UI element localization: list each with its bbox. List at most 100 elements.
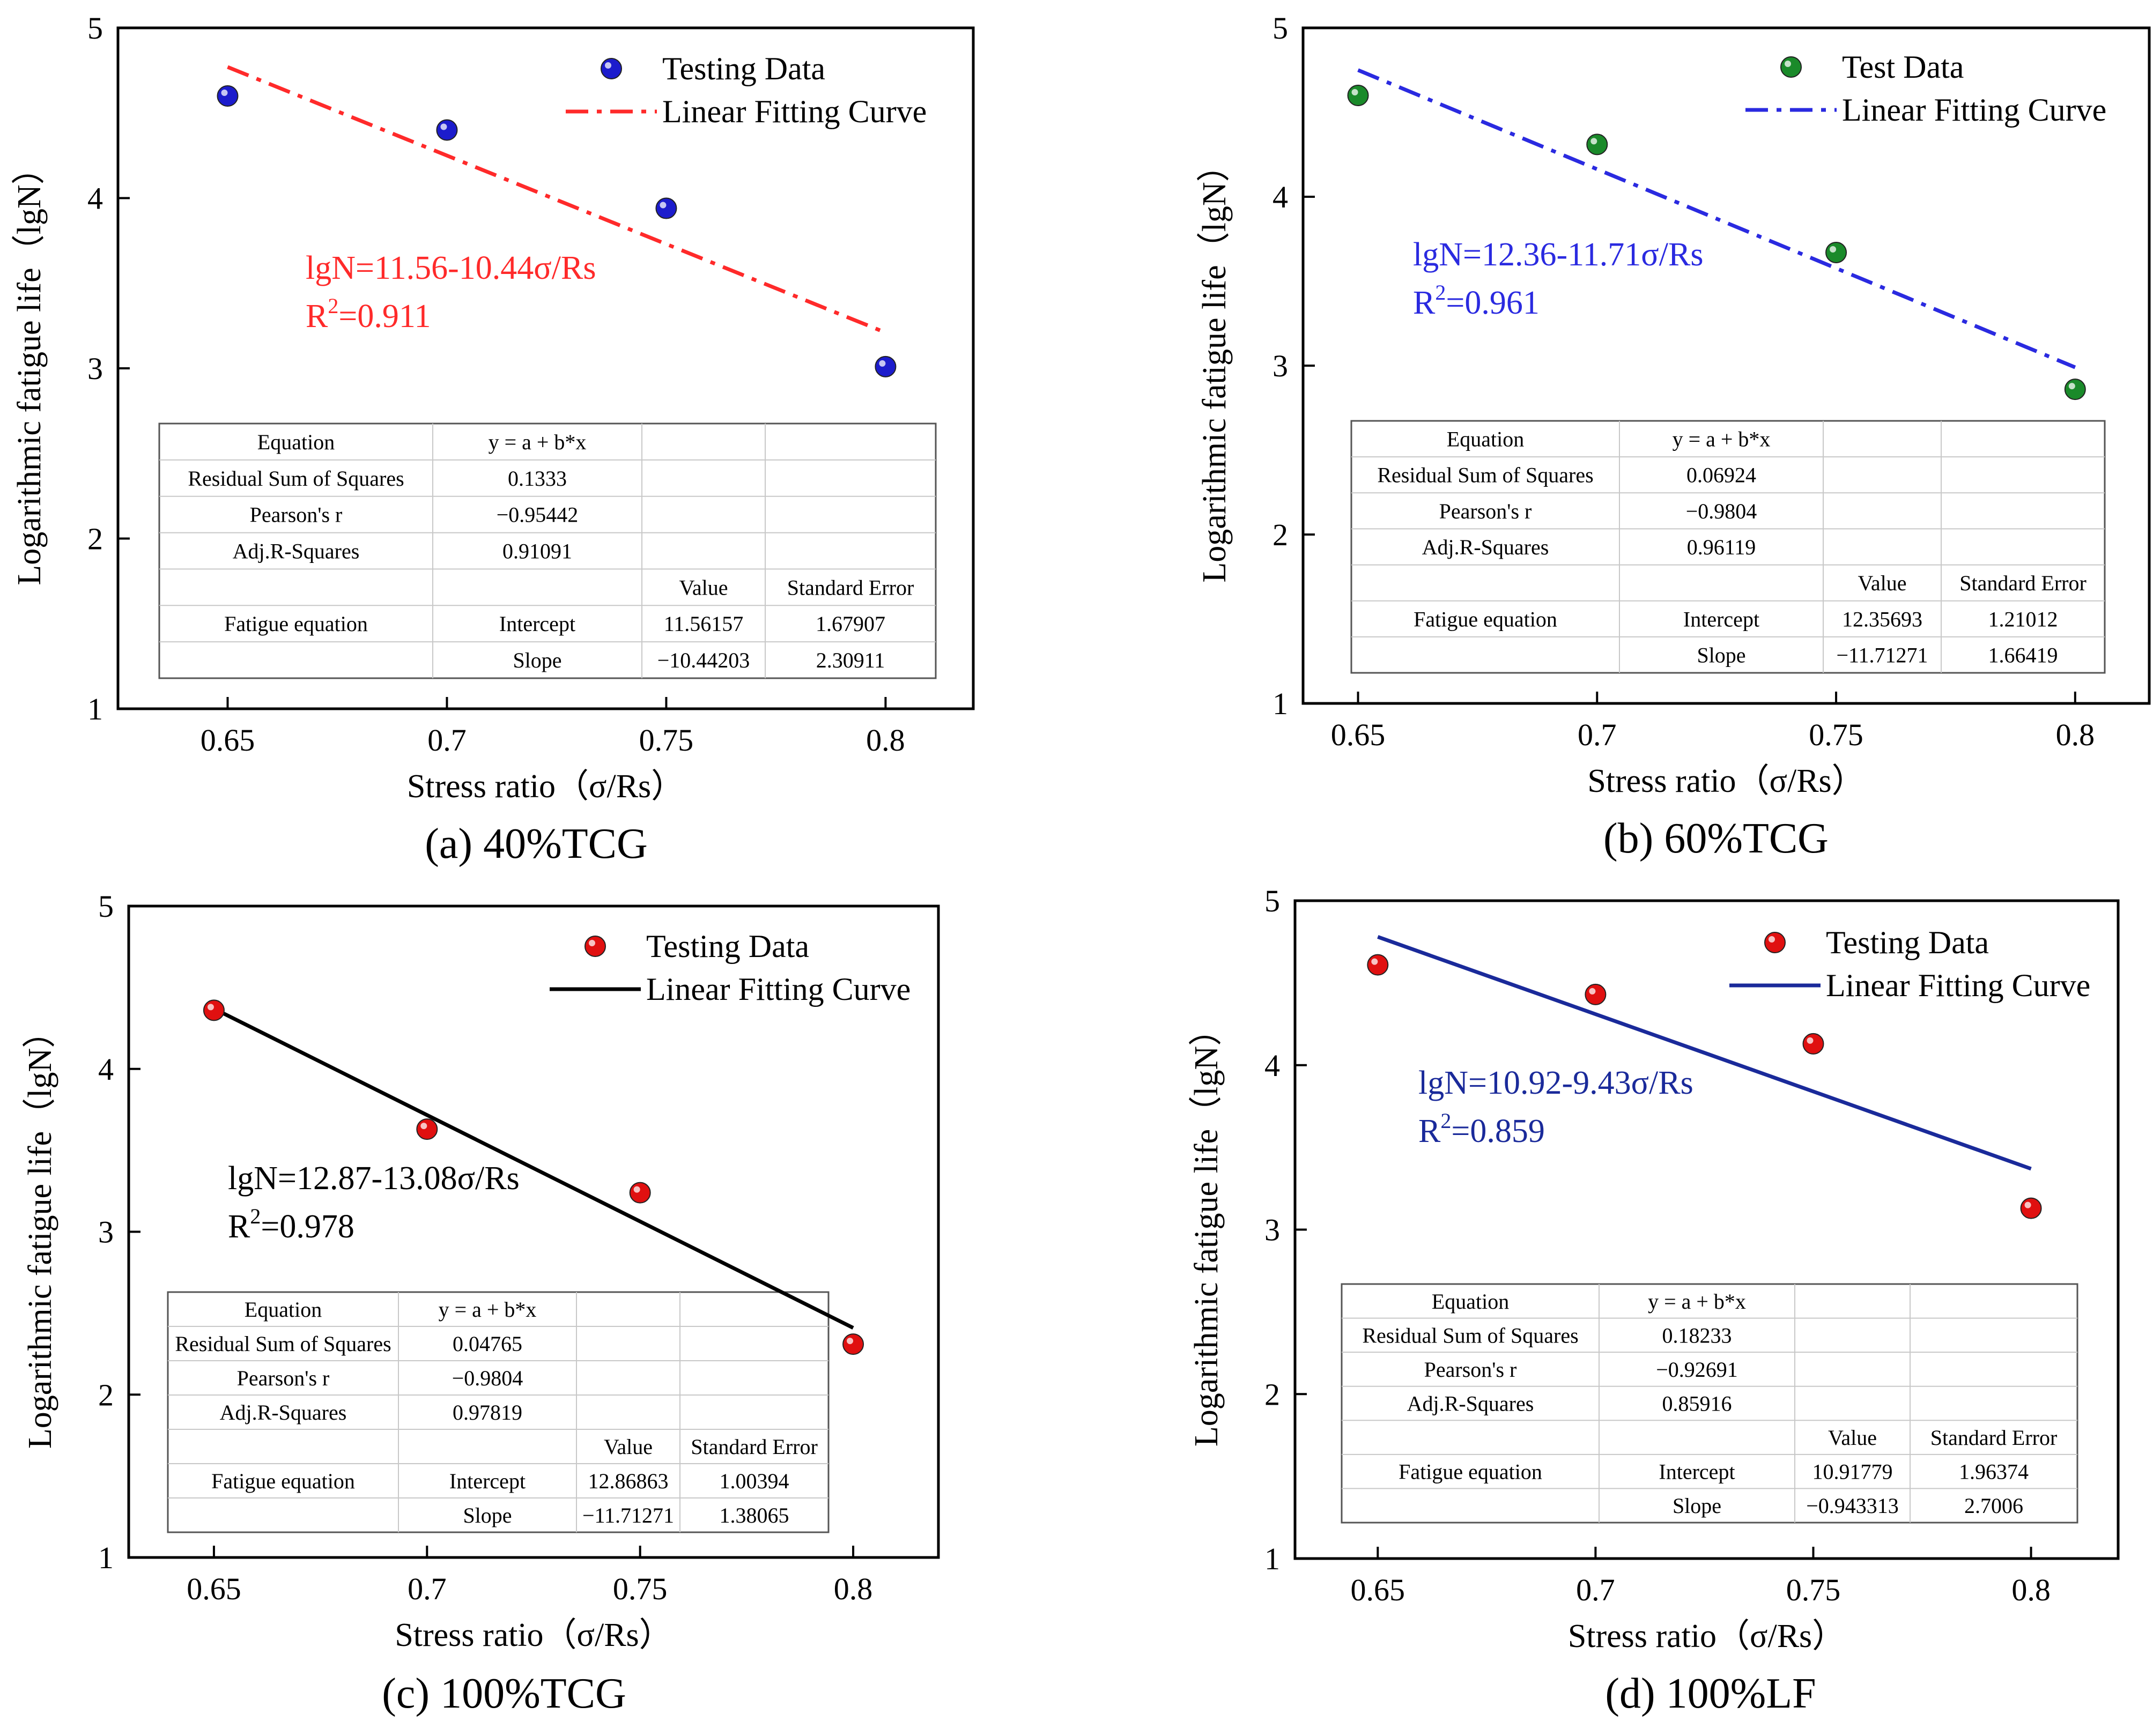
y-tick-label: 2 — [98, 1377, 114, 1412]
table-group-label: Fatigue equation — [224, 612, 368, 636]
legend-marker — [601, 58, 622, 79]
table-slope-error: 2.7006 — [1964, 1494, 2023, 1518]
r-squared-value: =0.859 — [1451, 1113, 1544, 1149]
data-point — [1347, 85, 1369, 106]
chart-panel-d: 1 2 3 4 5 0.65 0.7 0.75 0.8 Stress ratio（σ/Rs） Log… — [1188, 884, 2120, 1717]
fit-equation: lgN=10.92-9.43σ/Rs — [1418, 1065, 1693, 1101]
table-rss-value: 0.1333 — [508, 466, 567, 491]
table-slope-error: 2.30911 — [816, 648, 885, 672]
table-slope-label: Slope — [1673, 1494, 1721, 1518]
data-point — [2064, 379, 2086, 400]
data-point — [2020, 1197, 2042, 1219]
y-tick-label: 1 — [87, 692, 103, 726]
table-rss-value: 0.06924 — [1686, 463, 1756, 487]
legend: Testing Data Linear Fitting Curve — [1729, 925, 2090, 1003]
data-point — [1585, 983, 1607, 1005]
y-tick-label: 3 — [1264, 1213, 1280, 1248]
table-group-label: Fatigue equation — [1399, 1460, 1542, 1484]
table-pearson-label: Pearson's r — [1424, 1357, 1517, 1382]
x-tick-label: 0.65 — [1351, 1572, 1405, 1607]
fit-line — [1357, 68, 2076, 369]
y-axis-title: Logarithmic fatigue life（lgN） — [22, 1015, 58, 1449]
data-point — [842, 1333, 864, 1355]
y-tick-label: 5 — [87, 11, 103, 46]
stats-table-border — [167, 1291, 830, 1533]
table-intercept-error: 1.67907 — [816, 612, 885, 636]
r-squared-symbol: R — [306, 298, 328, 335]
table-rss-label: Residual Sum of Squares — [188, 466, 404, 491]
data-point-highlight — [2068, 383, 2075, 390]
table-rss-label: Residual Sum of Squares — [1362, 1323, 1578, 1347]
x-tick-label: 0.7 — [1578, 717, 1617, 752]
x-tick-label: 0.75 — [1786, 1572, 1841, 1607]
r-squared-symbol: R — [1413, 285, 1436, 321]
legend-label: Testing Data — [646, 929, 809, 964]
table-value-header: Value — [1828, 1426, 1877, 1450]
table-intercept-value: 11.56157 — [664, 612, 744, 636]
table-intercept-label: Intercept — [1683, 607, 1759, 631]
stats-table-border — [158, 422, 937, 679]
table-intercept-label: Intercept — [1659, 1460, 1735, 1484]
r-squared-symbol: R — [1418, 1113, 1441, 1149]
table-equation-label: Equation — [1447, 427, 1524, 451]
table-value-header: Value — [604, 1435, 653, 1459]
data-point — [655, 197, 677, 219]
x-tick-label: 0.65 — [201, 723, 255, 758]
table-pearson-label: Pearson's r — [250, 503, 343, 527]
data-point-highlight — [221, 90, 228, 96]
y-tick-label: 5 — [1264, 884, 1280, 918]
y-tick-label: 3 — [87, 351, 103, 386]
table-rss-value: 0.18233 — [1662, 1323, 1732, 1347]
data-point-highlight — [420, 1123, 427, 1130]
data-point — [1586, 133, 1608, 155]
legend-marker-highlight — [589, 940, 595, 946]
y-tick-label: 3 — [98, 1215, 114, 1250]
y-tick-label: 5 — [1272, 11, 1288, 46]
x-tick-label: 0.8 — [2056, 717, 2095, 752]
legend-label: Linear Fitting Curve — [1842, 92, 2106, 128]
r-squared: R2=0.859 — [1418, 1109, 1545, 1149]
stats-table: Equation y = a + b*x Residual Sum of Squar… — [1341, 1283, 2078, 1524]
fit-line — [213, 1007, 854, 1330]
r-squared-superscript: 2 — [1435, 280, 1446, 305]
legend-label: Test Data — [1842, 49, 1964, 85]
table-intercept-label: Intercept — [499, 612, 575, 636]
table-equation-value: y = a + b*x — [1648, 1289, 1746, 1314]
data-point-highlight — [879, 360, 886, 367]
legend: Testing Data Linear Fitting Curve — [566, 51, 927, 129]
x-axis-title: Stress ratio（σ/Rs） — [395, 1617, 672, 1653]
table-pearson-value: −0.95442 — [497, 503, 579, 527]
table-pearson-value: −0.92691 — [1656, 1357, 1738, 1382]
data-point — [875, 355, 897, 377]
y-tick-label: 3 — [1272, 348, 1288, 383]
y-tick-label: 1 — [1264, 1541, 1280, 1576]
table-adj-label: Adj.R-Squares — [220, 1400, 347, 1425]
data-point — [1802, 1033, 1824, 1055]
y-tick-label: 2 — [1272, 517, 1288, 552]
x-tick-label: 0.7 — [427, 723, 467, 758]
fit-equation: lgN=11.56-10.44σ/Rs — [306, 250, 596, 286]
data-point-highlight — [1590, 138, 1597, 145]
legend-marker-highlight — [605, 62, 611, 69]
table-adj-value: 0.85916 — [1662, 1392, 1732, 1416]
table-slope-value: −10.44203 — [657, 648, 750, 672]
data-point-highlight — [1351, 89, 1358, 95]
table-intercept-label: Intercept — [449, 1469, 526, 1493]
x-tick-label: 0.75 — [1809, 717, 1863, 752]
table-intercept-error: 1.21012 — [1988, 607, 2058, 631]
y-tick-label: 1 — [1272, 686, 1288, 721]
table-pearson-label: Pearson's r — [237, 1366, 330, 1390]
table-group-label: Fatigue equation — [1414, 607, 1557, 631]
table-value-header: Value — [1858, 571, 1906, 595]
table-pearson-label: Pearson's r — [1439, 499, 1532, 523]
r-squared-superscript: 2 — [1440, 1109, 1451, 1133]
chart-panel-a: 1 2 3 4 5 0.65 0.7 0.75 0.8 Stress ratio（σ/Rs） Log… — [11, 11, 975, 867]
r-squared-superscript: 2 — [250, 1204, 261, 1228]
y-axis-title: Logarithmic fatigue life（lgN） — [11, 151, 48, 585]
table-error-header: Standard Error — [1959, 571, 2087, 595]
table-pearson-value: −0.9804 — [1686, 499, 1757, 523]
stats-table-border — [1350, 420, 2106, 674]
data-point-highlight — [847, 1338, 854, 1345]
fit-line — [227, 65, 886, 335]
